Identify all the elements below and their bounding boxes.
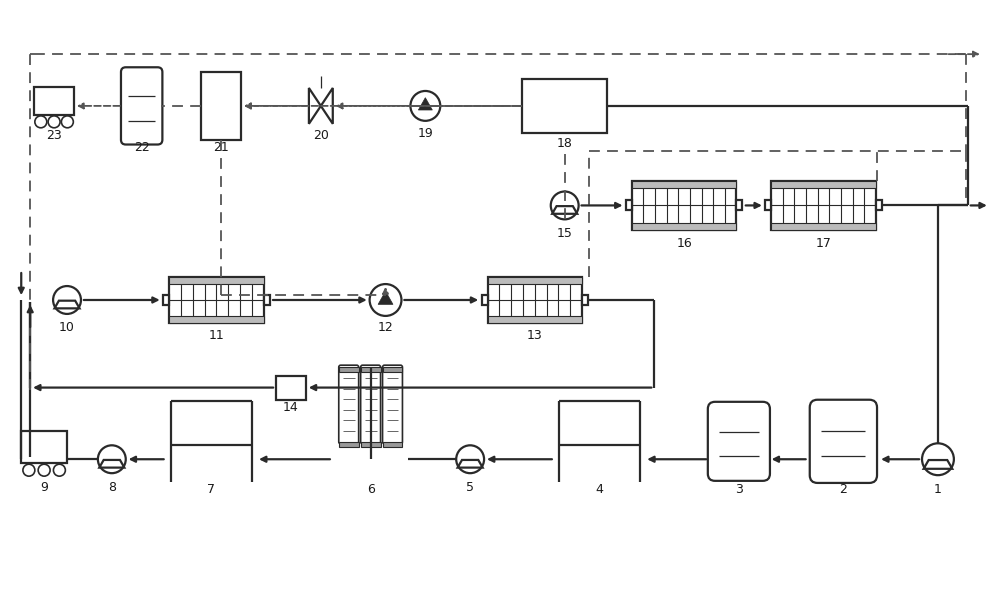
- Text: 13: 13: [527, 330, 543, 342]
- Bar: [339, 442, 359, 447]
- Bar: [383, 367, 402, 372]
- Text: 16: 16: [676, 237, 692, 250]
- FancyBboxPatch shape: [810, 400, 877, 483]
- Bar: [522, 79, 607, 134]
- Bar: [482, 295, 488, 305]
- Bar: [339, 367, 359, 372]
- FancyBboxPatch shape: [121, 67, 162, 144]
- Text: 12: 12: [378, 321, 393, 334]
- Text: 22: 22: [134, 141, 150, 154]
- Text: 1: 1: [934, 483, 942, 496]
- Polygon shape: [378, 291, 393, 305]
- Bar: [771, 181, 876, 230]
- Text: 2: 2: [839, 483, 847, 496]
- Text: 10: 10: [59, 321, 75, 334]
- Bar: [163, 295, 169, 305]
- Bar: [632, 224, 736, 230]
- FancyBboxPatch shape: [708, 402, 770, 481]
- Bar: [771, 224, 876, 230]
- Bar: [276, 375, 306, 399]
- Bar: [632, 181, 736, 188]
- Text: 21: 21: [213, 141, 229, 154]
- Bar: [736, 200, 742, 210]
- Bar: [876, 200, 882, 210]
- Bar: [34, 87, 74, 115]
- Bar: [582, 295, 588, 305]
- Text: 15: 15: [557, 227, 573, 240]
- Text: 6: 6: [367, 483, 375, 496]
- Polygon shape: [418, 98, 432, 110]
- Bar: [626, 200, 632, 210]
- Bar: [488, 316, 582, 323]
- Text: 9: 9: [40, 480, 48, 493]
- Bar: [488, 277, 582, 284]
- Text: 7: 7: [207, 483, 215, 496]
- Bar: [632, 181, 736, 230]
- FancyBboxPatch shape: [383, 365, 402, 444]
- Bar: [169, 277, 264, 284]
- Text: 14: 14: [283, 401, 299, 414]
- Text: 11: 11: [208, 330, 224, 342]
- Text: 8: 8: [108, 480, 116, 493]
- Bar: [201, 72, 241, 139]
- Bar: [264, 295, 270, 305]
- Bar: [361, 442, 381, 447]
- Text: 4: 4: [596, 483, 603, 496]
- Text: 3: 3: [735, 483, 743, 496]
- FancyBboxPatch shape: [339, 365, 359, 444]
- Text: 20: 20: [313, 129, 329, 142]
- Text: 19: 19: [417, 128, 433, 140]
- Bar: [21, 432, 67, 463]
- Bar: [771, 181, 876, 188]
- Bar: [488, 277, 582, 323]
- Bar: [169, 316, 264, 323]
- Bar: [361, 367, 381, 372]
- FancyBboxPatch shape: [361, 365, 381, 444]
- Bar: [765, 200, 771, 210]
- Text: 17: 17: [816, 237, 831, 250]
- Text: 18: 18: [557, 137, 573, 150]
- Text: 5: 5: [466, 480, 474, 493]
- Bar: [169, 277, 264, 323]
- Text: 23: 23: [46, 129, 62, 142]
- Bar: [383, 442, 402, 447]
